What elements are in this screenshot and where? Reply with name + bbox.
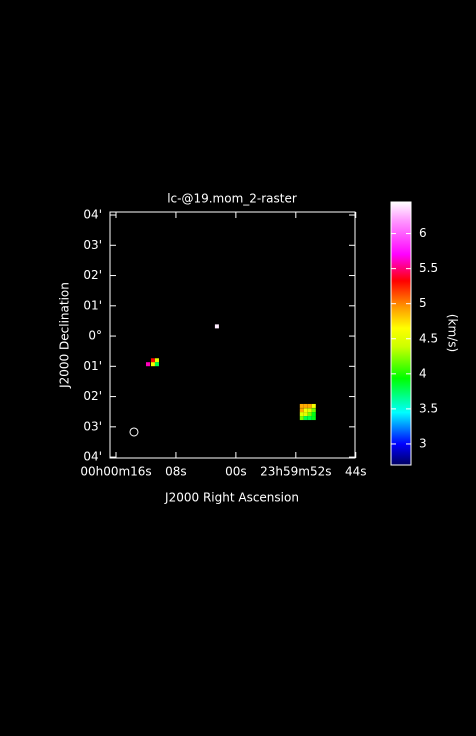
y-tick-label: 04': [83, 450, 102, 464]
raster-pixel: [150, 362, 155, 367]
raster-pixel: [299, 416, 304, 421]
raster-pixel: [307, 403, 312, 408]
colorbar-tick-label: 3.5: [419, 401, 438, 415]
raster-pixel: [311, 403, 316, 408]
colorbar-label: (km/s): [446, 314, 460, 352]
raster-pixel: [307, 408, 312, 413]
raster-pixel: [307, 412, 312, 417]
y-tick-label: 01': [83, 359, 102, 373]
raster-pixel: [303, 403, 308, 408]
raster-pixel: [150, 358, 155, 363]
y-tick-label: 03': [83, 238, 102, 252]
raster-pixel: [154, 362, 159, 367]
y-axis-label: J2000 Declination: [58, 282, 72, 389]
raster-pixel: [311, 412, 316, 417]
y-tick-label: 01': [83, 298, 102, 312]
colorbar-tick-label: 3: [419, 436, 427, 450]
colorbar-tick-label: 5.5: [419, 261, 438, 275]
raster-pixel: [299, 403, 304, 408]
raster-pixel: [307, 416, 312, 421]
colorbar-tick-label: 4.5: [419, 331, 438, 345]
raster-pixel: [303, 416, 308, 421]
raster-pixel: [311, 408, 316, 413]
raster-pixel: [311, 416, 316, 421]
x-tick-label: 00h00m16s: [80, 465, 151, 479]
raster-pixel: [299, 408, 304, 413]
raster-pixel: [303, 412, 308, 417]
x-tick-label: 08s: [165, 465, 187, 479]
colorbar-tick-label: 5: [419, 296, 427, 310]
colorbar-tick-label: 4: [419, 366, 427, 380]
raster-pixel: [303, 408, 308, 413]
beam: [129, 427, 139, 437]
raster-pixel: [214, 324, 219, 329]
raster-pixel: [154, 358, 159, 363]
y-tick-label: 03': [83, 419, 102, 433]
x-axis-label: J2000 Right Ascension: [164, 491, 299, 505]
raster-pixel: [145, 362, 150, 367]
x-tick-label: 23h59m52s: [260, 465, 331, 479]
y-tick-label: 02': [83, 268, 102, 282]
x-tick-label: 00s: [225, 465, 247, 479]
y-tick-label: 0°: [88, 329, 102, 343]
y-tick-label: 04': [83, 208, 102, 222]
plot-frame: [109, 211, 356, 459]
chart-title: lc-@19.mom_2-raster: [167, 192, 297, 206]
colorbar: [390, 201, 412, 466]
y-tick-label: 02': [83, 389, 102, 403]
colorbar-tick-label: 6: [419, 226, 427, 240]
x-tick-label: 44s: [345, 465, 367, 479]
raster-pixel: [299, 412, 304, 417]
